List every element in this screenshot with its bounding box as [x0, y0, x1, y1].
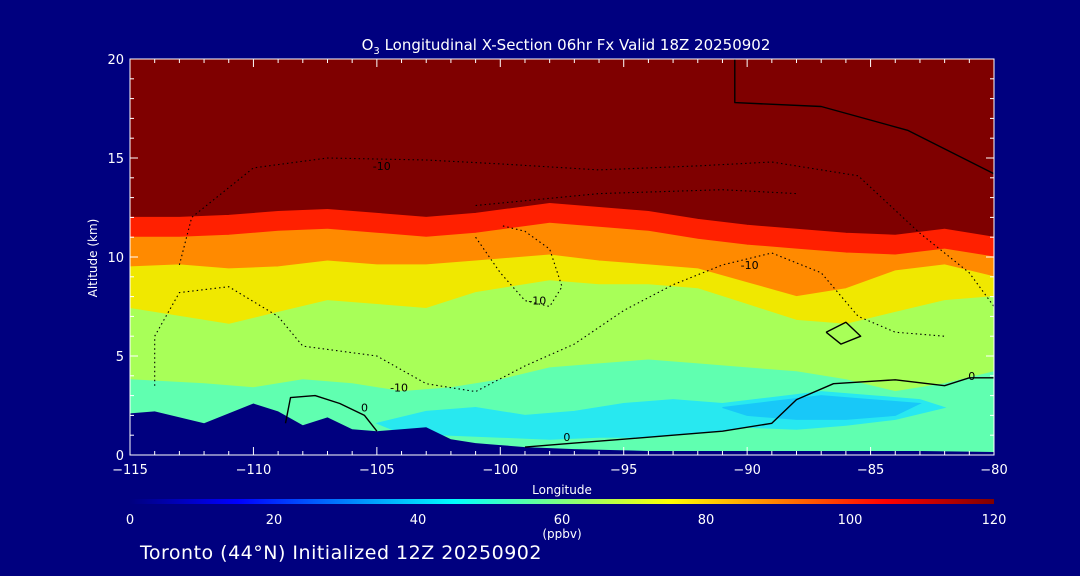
plot-area: -10 -10 -10 -10 0 0 0: [130, 59, 994, 455]
contour-label-7: 0: [968, 370, 975, 383]
y-tick-label: 0: [116, 449, 124, 464]
colorbar-tick-label: 120: [982, 513, 1007, 528]
contour-label-1: -10: [373, 160, 391, 173]
contour-label-3: -10: [741, 259, 759, 272]
contour-label-5: 0: [361, 401, 368, 414]
x-tick-label: −80: [980, 463, 1007, 478]
x-tick-label: −105: [359, 463, 395, 478]
ozone-band-band-32: [722, 395, 922, 420]
footer-caption: Toronto (44°N) Initialized 12Z 20250902: [140, 542, 542, 564]
terrain-mask: [130, 403, 994, 455]
contour-label-6: 0: [563, 431, 570, 444]
dotted-contour-3: [475, 224, 563, 308]
dotted-contour-1: [178, 157, 994, 307]
colorbar-tick-label: 100: [838, 513, 863, 528]
y-axis-label: Altitude (km): [86, 219, 100, 298]
dotted-contour-4: [475, 189, 797, 207]
solid-contour-4: [825, 321, 862, 345]
colorbar-ramp: [130, 499, 994, 504]
colorbar-tick-label: 60: [554, 513, 571, 528]
solid-contour-3: [734, 59, 994, 175]
colorbar-tick-label: 40: [410, 513, 427, 528]
x-axis-label: Longitude: [532, 483, 592, 497]
solid-contour-1: [524, 377, 994, 448]
x-tick-label: −110: [236, 463, 272, 478]
contour-label-4: -10: [390, 382, 408, 395]
axes: −115 −110 −105 −100 −95 −90 −85 −80 0 5 10 15 20: [107, 53, 1007, 478]
x-tick-label: −85: [857, 463, 884, 478]
x-tick-label: −100: [482, 463, 518, 478]
colorbar: 0 20 40 60 80 100 120: [126, 499, 1007, 528]
chart-title: O3 Longitudinal X-Section 06hr Fx Valid …: [362, 36, 771, 57]
x-tick-label: −115: [112, 463, 148, 478]
colorbar-tick-label: 0: [126, 513, 134, 528]
y-tick-label: 15: [107, 152, 124, 167]
colorbar-tick-label: 20: [266, 513, 283, 528]
x-tick-label: −90: [733, 463, 760, 478]
dotted-contour-2: [154, 252, 945, 393]
solid-contour-2: [284, 394, 378, 432]
y-tick-label: 5: [116, 350, 124, 365]
y-tick-label: 20: [107, 53, 124, 68]
colorbar-tick-label: 80: [698, 513, 715, 528]
colorbar-unit-label: (ppbv): [542, 527, 581, 540]
x-tick-label: −95: [610, 463, 637, 478]
ozone-cross-section-chart: O3 Longitudinal X-Section 06hr Fx Valid …: [86, 36, 1008, 541]
y-tick-label: 10: [107, 251, 124, 266]
contour-label-2: -10: [528, 295, 546, 308]
